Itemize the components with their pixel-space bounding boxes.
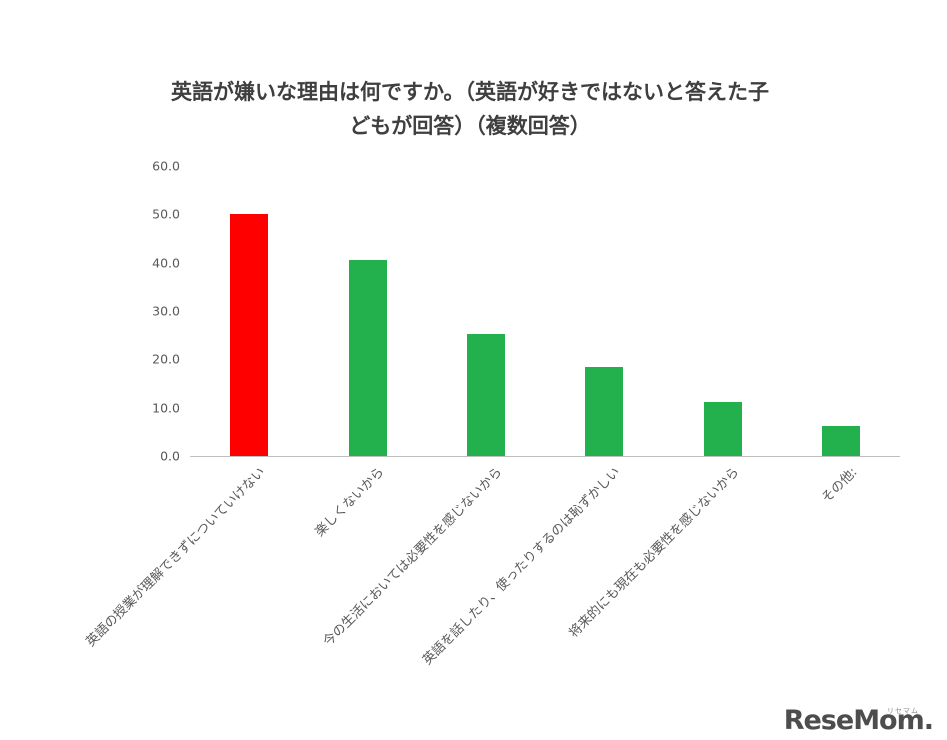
resemom-logo-katakana: リセマム bbox=[887, 707, 919, 715]
resemom-logo-text: ReseMom. bbox=[783, 705, 934, 736]
x-axis-labels: 英語の授業が理解できずについていけない 楽しくないから 今の生活においては必要性を感… bbox=[83, 464, 861, 669]
y-tick-label: 20.0 bbox=[152, 351, 180, 367]
y-tick-label: 60.0 bbox=[152, 158, 180, 174]
y-tick-label: 0.0 bbox=[160, 448, 180, 464]
y-tick-label: 40.0 bbox=[152, 255, 180, 271]
y-axis: 0.0 10.0 20.0 30.0 40.0 50.0 60.0 bbox=[118, 159, 180, 464]
bar-4 bbox=[703, 402, 742, 456]
bar-1 bbox=[348, 259, 387, 456]
plot-area bbox=[190, 166, 900, 457]
bar-2 bbox=[466, 333, 505, 456]
y-tick-label: 30.0 bbox=[152, 303, 180, 319]
bar-3 bbox=[585, 367, 624, 456]
chart-title-line2: どもが回答）（複数回答） bbox=[349, 113, 591, 138]
y-tick-label: 50.0 bbox=[152, 206, 180, 222]
chart-title-line1: 英語が嫌いな理由は何ですか。（英語が好きではないと答えた子 bbox=[170, 80, 770, 104]
y-tick-label: 10.0 bbox=[152, 400, 180, 416]
bar-5 bbox=[821, 425, 860, 456]
resemom-logo: リセマム ReseMom. bbox=[783, 705, 934, 736]
bar-0 bbox=[230, 214, 269, 456]
chart-title: 英語が嫌いな理由は何ですか。（英語が好きではないと答えた子 どもが回答）（複数回… bbox=[0, 76, 940, 143]
